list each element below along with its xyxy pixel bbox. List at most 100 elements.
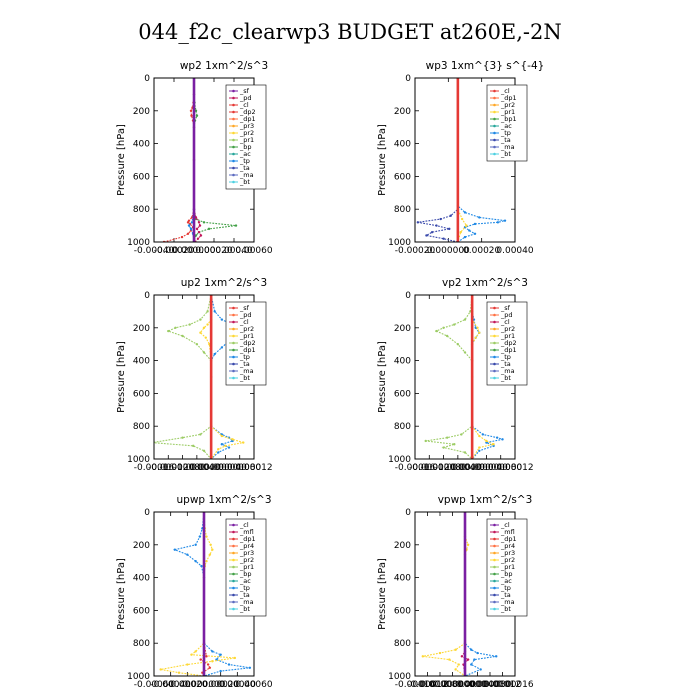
legend-entry: _ta xyxy=(239,360,250,368)
data-point xyxy=(242,441,245,444)
legend-entry: _dp1 xyxy=(239,535,256,543)
x-tick-label: -0.00060 xyxy=(134,680,175,690)
chart-title: up2 1xm^2/s^3 xyxy=(181,277,267,289)
data-point xyxy=(503,219,507,222)
x-tick-label: -0.00012 xyxy=(148,463,188,473)
legend-entry: _dp1 xyxy=(500,346,517,354)
legend-marker xyxy=(493,327,496,331)
chart-title: vpwp 1xm^2/s^3 xyxy=(438,494,533,506)
data-point xyxy=(485,439,488,443)
data-point xyxy=(186,663,189,666)
data-point xyxy=(448,227,451,231)
legend-entry: _bt xyxy=(239,178,250,186)
data-point xyxy=(205,655,208,658)
legend-marker xyxy=(493,523,496,527)
data-point xyxy=(199,234,203,237)
legend-entry: _dp2 xyxy=(239,339,256,347)
data-point xyxy=(180,235,184,239)
legend-marker xyxy=(232,348,235,352)
data-point xyxy=(501,438,504,441)
data-point xyxy=(442,326,445,329)
x-tick-label: -0.000080 xyxy=(159,463,205,473)
legend-entry: _bp xyxy=(239,570,252,578)
legend-entry: _cl xyxy=(500,521,510,529)
data-point xyxy=(194,216,198,219)
legend-entry: _dp1 xyxy=(239,115,256,123)
legend-entry: _pr3 xyxy=(239,549,254,557)
legend-entry: _ma xyxy=(500,367,515,375)
y-tick-label: 400 xyxy=(394,357,411,367)
legend-marker xyxy=(232,551,235,555)
legend-marker xyxy=(232,530,235,534)
legend-entry: _dp2 xyxy=(500,339,517,347)
legend-marker xyxy=(232,362,235,366)
legend-entry: _pr2 xyxy=(239,129,254,137)
legend-entry: _ma xyxy=(239,598,254,606)
data-point xyxy=(473,232,477,235)
data-point xyxy=(206,323,209,326)
y-tick-label: 800 xyxy=(133,205,150,215)
x-tick-label: 0.00060 xyxy=(235,246,272,256)
legend-entry: _tp xyxy=(500,584,511,592)
legend-marker xyxy=(493,362,496,366)
data-point xyxy=(177,671,181,674)
x-tick-label: 0.000080 xyxy=(479,463,522,473)
legend-entry: _pr1 xyxy=(239,563,254,571)
chart-title: vp2 1xm^2/s^3 xyxy=(442,277,528,289)
legend-marker xyxy=(232,607,235,611)
data-point xyxy=(454,648,457,651)
data-point xyxy=(174,326,177,329)
data-point xyxy=(470,663,473,666)
y-tick-label: 400 xyxy=(394,140,411,150)
legend: _sf_pd_cl_pr2_pr1_dp2_dp1_tp_ta_ma_bt xyxy=(225,301,267,386)
data-point xyxy=(173,548,177,551)
data-point xyxy=(476,651,479,655)
legend-marker xyxy=(493,348,496,352)
data-point xyxy=(206,663,210,666)
legend-entry: _dp1 xyxy=(500,94,517,102)
data-point xyxy=(194,543,197,546)
data-point xyxy=(479,668,482,671)
data-point xyxy=(192,444,195,448)
chart-title: wp2 1xm^2/s^3 xyxy=(180,60,268,72)
legend-entry: _ac xyxy=(500,577,512,585)
legend-entry: _ac xyxy=(239,577,251,585)
data-point xyxy=(468,229,471,232)
legend-marker xyxy=(232,159,235,163)
y-tick-label: 600 xyxy=(133,389,150,399)
data-point xyxy=(463,211,467,214)
y-tick-label: 0 xyxy=(144,291,150,301)
x-tick-label: 0.00012 xyxy=(235,463,272,473)
data-point xyxy=(478,434,481,438)
legend-entry: _ta xyxy=(500,136,511,144)
legend-entry: _pr2 xyxy=(500,101,515,109)
legend-entry: _tp xyxy=(239,584,250,592)
legend-entry: _ma xyxy=(500,143,515,151)
legend-marker xyxy=(493,600,496,604)
y-tick-label: 800 xyxy=(394,205,411,215)
data-point xyxy=(202,221,206,224)
x-tick-label: 0.000000 xyxy=(173,246,216,256)
data-point xyxy=(167,329,170,333)
x-tick-label: 0.00060 xyxy=(235,680,272,690)
data-point xyxy=(227,446,231,449)
legend-marker xyxy=(232,376,235,380)
legend-entry: _cl xyxy=(500,87,510,95)
legend-marker xyxy=(232,306,235,310)
data-point xyxy=(470,648,473,651)
legend-marker xyxy=(493,369,496,373)
data-point xyxy=(474,336,477,339)
x-tick-label: 0.000080 xyxy=(469,680,512,690)
data-point xyxy=(421,655,425,658)
data-point xyxy=(186,232,190,235)
y-tick-label: 0 xyxy=(144,74,150,84)
legend-entry: _sf xyxy=(239,304,250,312)
legend-marker xyxy=(493,565,496,569)
x-tick-label: -0.00020 xyxy=(395,246,436,256)
data-point xyxy=(460,217,464,221)
legend-entry: _ac xyxy=(500,122,512,130)
data-point xyxy=(190,653,193,656)
legend-marker xyxy=(232,103,235,107)
legend-marker xyxy=(232,334,235,338)
legend-marker xyxy=(232,180,235,184)
